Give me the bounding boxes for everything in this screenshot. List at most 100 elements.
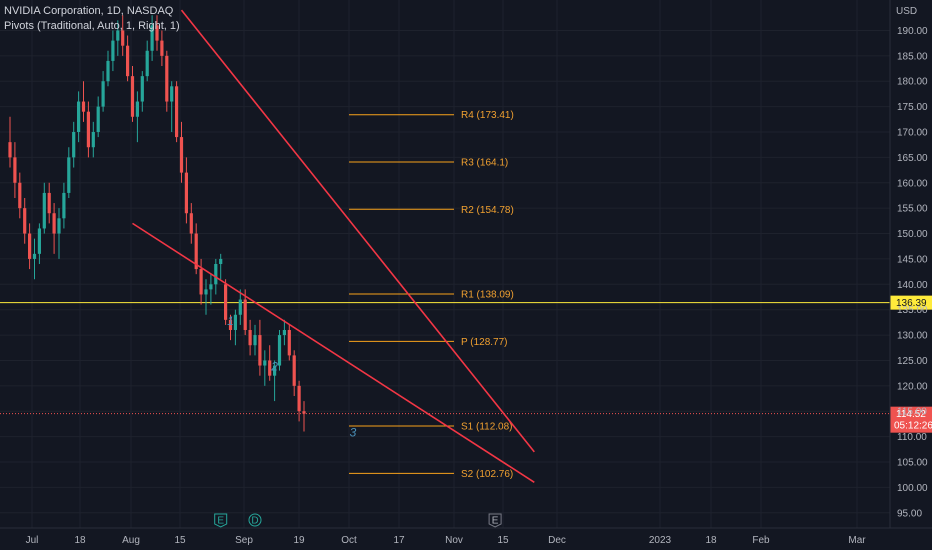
candle-body — [189, 213, 193, 234]
candle-body — [302, 411, 306, 414]
price-axis[interactable]: USD 95.00 100.00 105.00 110.00 115.00 120.00 12… — [889, 0, 928, 528]
pivot-levels: R4 (173.41) R3 (164.1) R2 (154.78) R1 (138.… — [349, 110, 514, 480]
candle-body — [184, 172, 188, 214]
trendline-lower — [132, 222, 535, 483]
pivot-label: S2 (102.76) — [461, 469, 513, 480]
trendlines[interactable] — [132, 9, 535, 483]
time-tick-label: Mar — [848, 535, 866, 546]
candle-body — [194, 233, 198, 270]
candle-body — [258, 335, 262, 366]
candle-body — [91, 132, 95, 148]
candle-body — [165, 55, 169, 102]
price-tick-label: 135.00 — [897, 305, 928, 316]
candle-body — [52, 213, 56, 234]
candle-body — [204, 289, 208, 295]
candle-body — [32, 253, 37, 259]
price-tick-label: 120.00 — [897, 381, 928, 392]
currency-label: USD — [896, 6, 917, 17]
candle-body — [37, 228, 41, 254]
candle-body — [28, 233, 32, 259]
candle-body — [101, 81, 105, 107]
candle-body — [130, 76, 135, 117]
symbol-title[interactable]: NVIDIA Corporation, 1D, NASDAQ — [4, 5, 174, 17]
price-tick-label: 95.00 — [897, 508, 922, 519]
candle-body — [116, 30, 120, 41]
price-tick-label: 150.00 — [897, 229, 928, 240]
wave-label: 1 — [227, 314, 234, 328]
time-tick-label: 18 — [74, 535, 86, 546]
candle-body — [8, 142, 12, 158]
candle-body — [106, 60, 110, 82]
candle-body — [96, 106, 100, 132]
price-tick-label: 125.00 — [897, 356, 928, 367]
price-tick-label: 180.00 — [897, 77, 928, 88]
price-tick-label: 165.00 — [897, 153, 928, 164]
candle-body — [145, 50, 149, 77]
price-tick-label: 160.00 — [897, 178, 928, 189]
price-tick-label: 155.00 — [897, 204, 928, 215]
candle-body — [268, 360, 272, 376]
last-price-label: 114.52 — [896, 409, 926, 420]
time-tick-label: 2023 — [649, 535, 672, 546]
pivot-label: R2 (154.78) — [461, 205, 514, 216]
candle-body — [292, 355, 296, 386]
time-tick-label: Feb — [752, 535, 770, 546]
time-tick-label: Nov — [445, 535, 463, 546]
candle-body — [57, 218, 61, 234]
candle-body — [214, 264, 218, 285]
time-tick-label: 15 — [497, 535, 509, 546]
price-tick-label: 130.00 — [897, 331, 928, 342]
horizontal-line-badge — [890, 295, 932, 310]
price-tick-label: 185.00 — [897, 51, 928, 62]
countdown-label: 05:12:26 — [894, 421, 932, 432]
candle-body — [219, 258, 223, 264]
price-tick-label: 175.00 — [897, 102, 928, 113]
event-label: E — [217, 516, 224, 527]
indicator-title[interactable]: Pivots (Traditional, Auto, 1, Right, 1) — [4, 20, 180, 32]
last-price-badge — [890, 406, 932, 433]
wave-label: 3 — [350, 426, 357, 440]
candle-body — [238, 299, 242, 315]
wave-label: 2 — [270, 360, 278, 374]
price-tick-label: 115.00 — [897, 407, 927, 418]
price-tick-label: 100.00 — [897, 483, 928, 494]
pivot-label: R4 (173.41) — [461, 110, 514, 121]
horizontal-line-label: 136.39 — [896, 298, 927, 309]
time-axis[interactable]: Jul 18 Aug 15 Sep 19 Oct 17 Nov 15 Dec 2023 18 Feb Mar — [0, 527, 932, 546]
time-tick-label: Sep — [235, 535, 253, 546]
time-tick-label: Dec — [548, 535, 566, 546]
time-tick-label: Jul — [26, 535, 39, 546]
candle-body — [282, 330, 286, 336]
earnings-icon — [214, 513, 228, 528]
candlestick-series — [8, 15, 306, 432]
candle-body — [160, 40, 164, 56]
candle-body — [135, 101, 139, 117]
pivot-label: R1 (138.09) — [461, 290, 514, 301]
candle-body — [121, 30, 125, 46]
earnings-icon — [488, 513, 502, 528]
candle-body — [72, 132, 76, 158]
candle-body — [297, 385, 301, 412]
price-tick-label: 170.00 — [897, 128, 928, 139]
candle-body — [209, 284, 213, 290]
candle-body — [224, 284, 228, 320]
candle-body — [13, 157, 17, 183]
candle-body — [86, 111, 90, 148]
candle-body — [47, 192, 51, 214]
candle-body — [263, 360, 267, 366]
event-label: D — [251, 516, 258, 527]
candle-body — [150, 25, 154, 51]
wave-labels: 1 2 3 — [227, 314, 357, 440]
candle-body — [23, 208, 27, 234]
candle-body — [67, 157, 71, 193]
price-tick-label: 140.00 — [897, 280, 928, 291]
candle-body — [233, 314, 237, 330]
candle-body — [199, 269, 203, 295]
dividend-icon — [248, 513, 262, 527]
candle-body — [243, 299, 247, 330]
time-tick-label: Aug — [122, 535, 140, 546]
candle-body — [248, 330, 252, 346]
